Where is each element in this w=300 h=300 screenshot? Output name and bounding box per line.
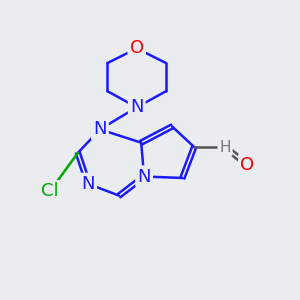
Text: N: N — [137, 167, 151, 185]
Text: O: O — [130, 39, 144, 57]
Text: N: N — [81, 175, 95, 193]
Text: N: N — [93, 120, 107, 138]
Text: N: N — [130, 98, 143, 116]
Text: O: O — [240, 156, 254, 174]
Text: H: H — [219, 140, 231, 154]
Text: Cl: Cl — [41, 182, 59, 200]
